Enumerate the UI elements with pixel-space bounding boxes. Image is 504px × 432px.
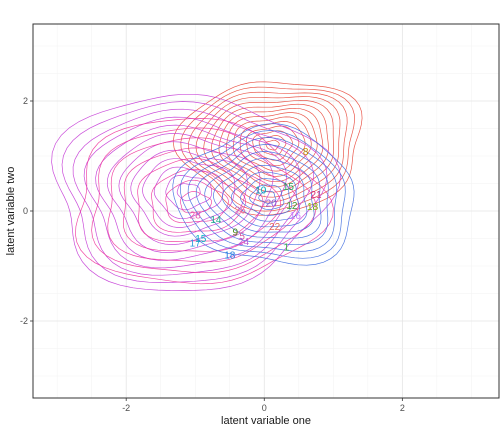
point-label: 17 [190,238,202,249]
point-label: 5 [239,231,245,242]
point-label: 16 [290,211,302,222]
point-label: 1 [284,242,290,253]
contour-line [179,191,212,214]
contour-line [249,184,285,210]
point-label: 26 [235,205,247,216]
contour-line [230,171,300,222]
point-label: 24 [238,237,250,248]
contour-line [221,164,308,228]
x-tick-label: 2 [400,403,405,413]
point-label: 22 [269,222,281,233]
x-tick-label: -2 [122,403,130,413]
contour-line [122,147,281,252]
point-label: 18 [224,251,236,262]
point-label: 12 [286,201,298,212]
contour-line [72,108,314,276]
y-tick-label: -2 [20,316,28,326]
point-label: 15 [283,182,295,193]
contour-line [51,93,341,291]
y-tick-label: 2 [23,96,28,106]
y-tick-label: 0 [23,206,28,216]
point-label: 15 [195,234,207,245]
contour-line [142,158,236,228]
point-label: 8 [303,147,309,158]
contour-line [258,135,287,156]
contour-line [95,124,287,261]
contour-line [83,116,301,269]
contour-line [195,96,341,203]
contour-line [213,158,315,233]
contour-line [188,91,348,208]
contour-line [106,133,274,253]
contour-line [233,116,312,177]
x-axis-title: latent variable one [221,415,311,427]
contour-line [204,151,322,239]
point-label: 18 [307,202,319,213]
contour-line [225,112,318,183]
contour-line [211,103,329,193]
point-label: 21 [310,190,322,201]
contour-line [258,190,277,204]
y-ticks: -2 0 2 [20,96,33,326]
grid-layer [33,24,499,398]
contour-line [172,123,355,266]
point-label: 9 [232,227,238,238]
contour-line [107,137,299,263]
contour-line [176,183,201,202]
point-label: 20 [266,198,278,209]
contour-line [240,178,293,216]
point-label: 14 [210,215,222,226]
contour-line [180,130,346,259]
x-ticks: -2 0 2 [122,398,405,413]
point-label: 10 [255,186,267,197]
y-axis-title: latent variable two [5,167,17,256]
point-label: 28 [190,210,202,221]
contour-line [61,101,328,283]
contour-line [165,179,229,224]
x-tick-label: 0 [262,403,267,413]
contour-line [153,166,224,220]
contour-line [130,149,248,237]
contour-line [75,118,334,285]
contour-line [151,168,246,233]
contour-line [195,144,329,246]
contour-layer [51,81,363,291]
contour-line [265,139,280,151]
contour-line [187,137,338,252]
contour-line [91,127,317,274]
